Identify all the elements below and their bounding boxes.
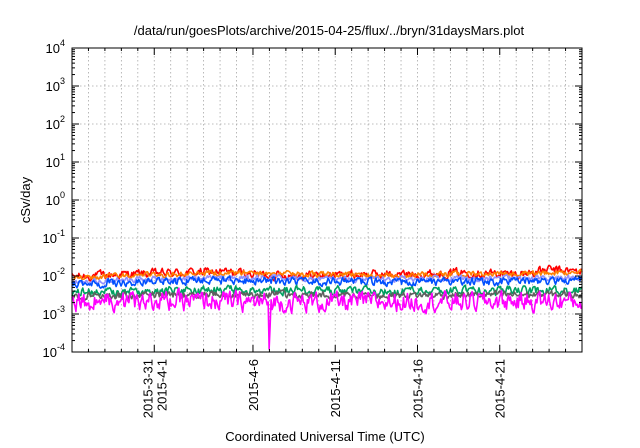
x-tick-label: 2015-4-16 xyxy=(410,359,425,418)
x-tick-label: 2015-4-6 xyxy=(246,359,261,411)
y-tick-label: 102 xyxy=(46,114,65,132)
x-tick-label: 2015-4-11 xyxy=(328,359,343,417)
series-line xyxy=(71,289,583,302)
y-tick-label: 10-2 xyxy=(43,266,65,284)
tick-marks xyxy=(72,47,582,353)
series-line xyxy=(71,287,583,350)
x-tick-label: 2015-4-1 xyxy=(154,359,169,411)
series-line xyxy=(71,284,583,299)
y-tick-label: 10-3 xyxy=(43,304,65,322)
y-tick-label: 10-1 xyxy=(43,228,65,246)
y-tick-label: 103 xyxy=(46,76,65,94)
chart-title: /data/run/goesPlots/archive/2015-04-25/f… xyxy=(134,23,525,38)
series-line xyxy=(71,268,583,282)
series-group xyxy=(71,264,583,350)
y-tick-label: 10-4 xyxy=(43,342,65,360)
y-tick-labels: 10-4 10-3 10-2 10-1 100 101 102 103 104 xyxy=(43,38,65,360)
x-tick-label: 2015-3-31 xyxy=(140,359,155,418)
y-tick-label: 101 xyxy=(46,152,65,170)
y-tick-label: 100 xyxy=(46,190,65,208)
series-line xyxy=(71,275,583,289)
x-tick-labels: 2015-3-31 2015-4-1 2015-4-6 2015-4-11 2015-4… xyxy=(140,359,507,418)
x-tick-label: 2015-4-21 xyxy=(493,359,508,418)
y-tick-label: 104 xyxy=(46,38,65,56)
x-axis-label: Coordinated Universal Time (UTC) xyxy=(225,429,424,444)
y-axis-label: cSv/day xyxy=(18,176,33,223)
